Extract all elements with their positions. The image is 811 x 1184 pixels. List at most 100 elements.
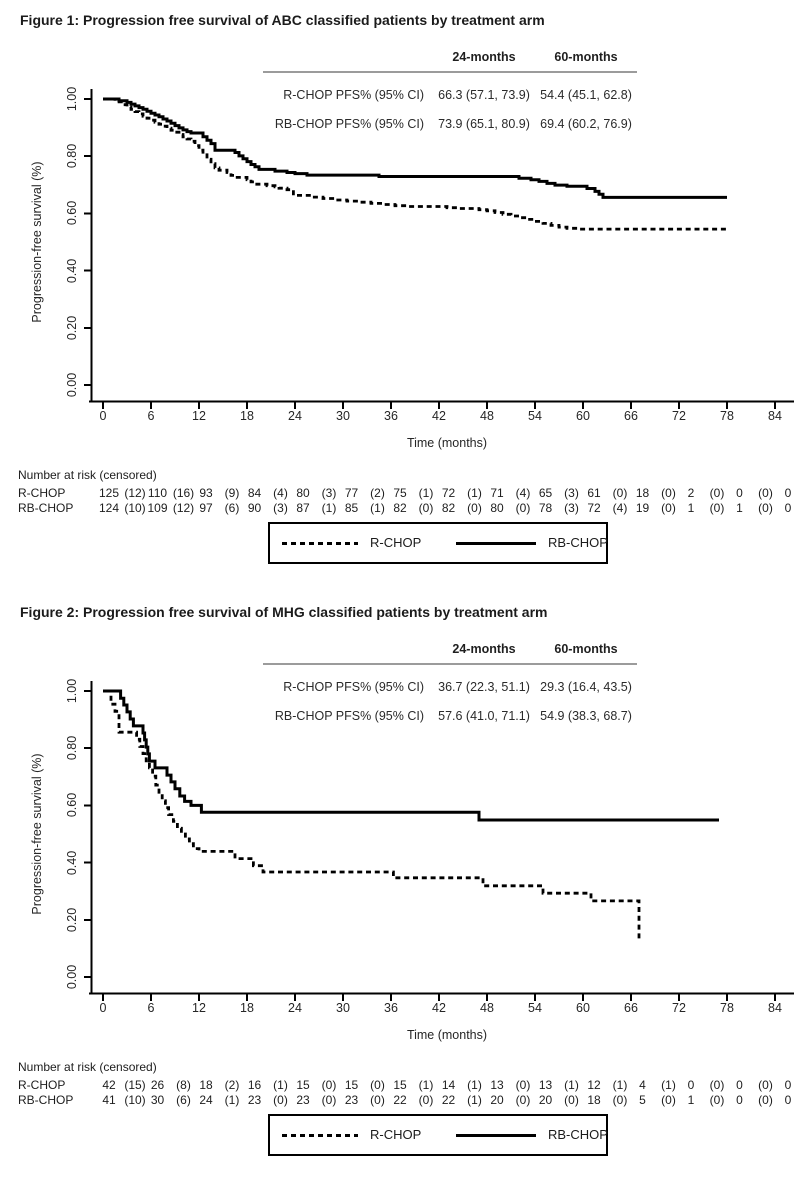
risk-count: 0	[784, 1093, 792, 1107]
risk-censored: (1)	[467, 1078, 482, 1092]
x-tick-label: 66	[624, 1001, 638, 1015]
risk-count: 0	[784, 486, 792, 500]
risk-count: 109	[147, 501, 168, 515]
summary-table-header-row: 24-months 60-months	[263, 642, 637, 665]
risk-row-label-r-chop: R-CHOP	[18, 1078, 66, 1092]
pfs-summary-table: 24-months 60-months R-CHOP PFS% (95% CI)…	[263, 642, 637, 723]
risk-row-label-rb-chop: RB-CHOP	[18, 501, 74, 515]
risk-censored: (1)	[321, 501, 337, 515]
risk-count: 65	[538, 486, 553, 500]
risk-censored: (8)	[176, 1078, 191, 1092]
summary-value-60mo: 54.9 (38.3, 68.7)	[540, 709, 632, 723]
risk-count: 1	[687, 1093, 695, 1107]
summary-value-24mo: 36.7 (22.3, 51.1)	[438, 680, 530, 694]
risk-censored: (3)	[321, 486, 337, 500]
summary-value-60mo: 29.3 (16.4, 43.5)	[540, 680, 632, 694]
legend-dashed-line-sample	[282, 1134, 358, 1137]
risk-censored: (3)	[564, 486, 579, 500]
survival-plot-canvas	[84, 681, 794, 1001]
risk-censored: (0)	[370, 1078, 385, 1092]
risk-censored: (0)	[321, 1078, 337, 1092]
risk-count: 78	[538, 501, 553, 515]
risk-censored: (1)	[418, 1078, 434, 1092]
risk-count: 20	[490, 1093, 504, 1107]
x-tick-label: 42	[432, 1001, 446, 1015]
x-tick-label: 30	[336, 1001, 350, 1015]
risk-censored: (16)	[172, 486, 195, 500]
risk-censored: (2)	[224, 1078, 240, 1092]
risk-censored: (0)	[564, 1093, 579, 1107]
x-tick-label: 18	[240, 409, 254, 423]
y-tick-label: 0.60	[65, 793, 79, 818]
x-tick-label: 72	[672, 409, 686, 423]
risk-count: 41	[102, 1093, 116, 1107]
risk-censored: (0)	[661, 501, 676, 515]
summary-row-label: R-CHOP PFS% (95% CI)	[283, 680, 424, 694]
x-tick-label: 6	[147, 1001, 155, 1015]
risk-count: 18	[635, 486, 650, 500]
risk-count: 0	[736, 1078, 743, 1092]
risk-censored: (15)	[124, 1078, 146, 1092]
figure-title: Figure 2: Progression free survival of M…	[20, 604, 548, 620]
risk-count: 0	[736, 486, 743, 500]
risk-count: 18	[199, 1078, 213, 1092]
risk-censored: (0)	[709, 1078, 725, 1092]
risk-censored: (0)	[758, 486, 773, 500]
x-tick-label: 84	[768, 1001, 782, 1015]
risk-censored: (3)	[564, 501, 579, 515]
x-tick-label: 48	[480, 1001, 494, 1015]
risk-count: 13	[490, 1078, 504, 1092]
y-tick-label: 0.80	[65, 736, 79, 761]
y-tick-label: 1.00	[65, 86, 79, 112]
legend-solid-line-sample	[456, 1134, 536, 1137]
x-tick-label: 36	[384, 1001, 398, 1015]
x-tick-label: 42	[432, 409, 446, 423]
risk-censored: (0)	[758, 1093, 773, 1107]
risk-censored: (0)	[515, 1078, 531, 1092]
risk-censored: (0)	[612, 1093, 628, 1107]
summary-header-60-months: 60-months	[535, 642, 637, 665]
summary-row-label: R-CHOP PFS% (95% CI)	[283, 88, 424, 102]
legend-box: R-CHOP RB-CHOP	[268, 1114, 608, 1156]
x-tick-label: 60	[576, 409, 590, 423]
legend-label-rb-chop: RB-CHOP	[548, 535, 608, 550]
risk-count: 4	[639, 1078, 646, 1092]
risk-censored: (4)	[612, 501, 628, 515]
risk-censored: (1)	[418, 486, 434, 500]
risk-count: 22	[441, 1093, 456, 1107]
risk-censored: (1)	[370, 501, 385, 515]
risk-censored: (0)	[273, 1093, 288, 1107]
risk-count: 87	[296, 501, 310, 515]
x-tick-label: 12	[192, 1001, 206, 1015]
risk-censored: (0)	[370, 1093, 385, 1107]
summary-table-header-row: 24-months 60-months	[263, 50, 637, 73]
risk-censored: (0)	[515, 1093, 531, 1107]
x-tick-label: 12	[192, 409, 206, 423]
summary-header-24-months: 24-months	[433, 50, 535, 73]
risk-count: 15	[393, 1078, 407, 1092]
risk-count: 82	[441, 501, 456, 515]
y-tick-label: 0.40	[65, 850, 79, 875]
risk-censored: (0)	[612, 486, 628, 500]
risk-censored: (4)	[273, 486, 288, 500]
risk-count: 0	[784, 501, 792, 515]
summary-row-rb-chop: RB-CHOP PFS% (95% CI) 73.9 (65.1, 80.9) …	[263, 102, 637, 131]
risk-censored: (0)	[661, 1093, 676, 1107]
risk-count: 42	[102, 1078, 116, 1092]
x-axis-title: Time (months)	[406, 436, 488, 450]
risk-count: 2	[687, 486, 695, 500]
legend-solid-line-sample	[456, 542, 536, 545]
summary-row-r-chop: R-CHOP PFS% (95% CI) 36.7 (22.3, 51.1) 2…	[263, 664, 637, 694]
risk-count: 77	[344, 486, 359, 500]
risk-count: 90	[247, 501, 262, 515]
risk-censored: (0)	[709, 486, 725, 500]
risk-censored: (3)	[273, 501, 288, 515]
risk-count: 23	[344, 1093, 359, 1107]
risk-count: 13	[538, 1078, 553, 1092]
risk-count: 19	[635, 501, 650, 515]
risk-censored: (6)	[176, 1093, 191, 1107]
x-tick-label: 84	[768, 409, 782, 423]
risk-censored: (2)	[370, 486, 385, 500]
risk-censored: (1)	[224, 1093, 240, 1107]
